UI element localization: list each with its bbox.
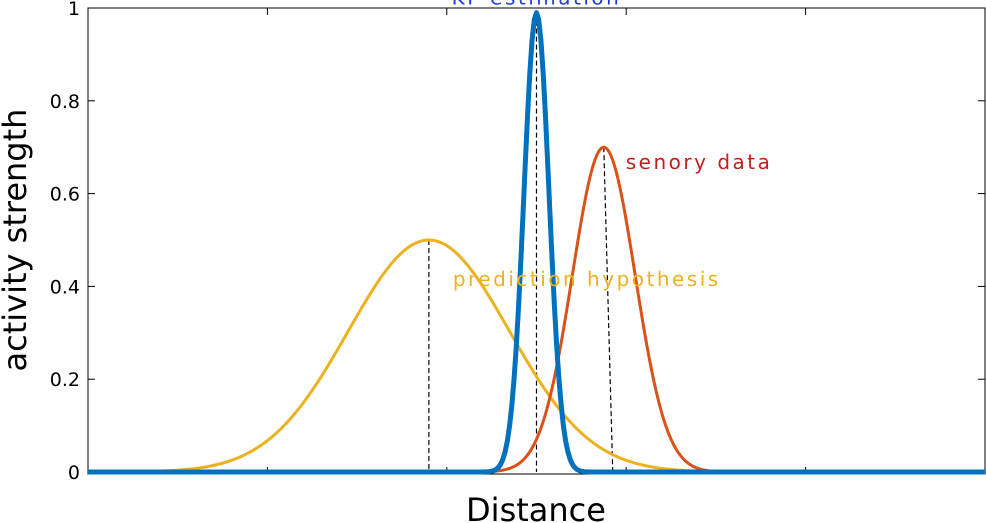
- reference-lines: [428, 12, 614, 473]
- y-axis-title: activity strength: [0, 109, 34, 372]
- annotations: KF estimation senory data prediction hypot…: [452, 0, 773, 291]
- y-tick-label: 0.2: [50, 369, 80, 391]
- y-tick-label: 0.8: [50, 91, 80, 113]
- series-annotation: KF estimation: [452, 0, 622, 10]
- y-tick-label: 0.6: [50, 184, 80, 206]
- y-tick-label: 0: [68, 462, 80, 484]
- dashed-reference-line: [603, 147, 614, 473]
- series-line-3: [87, 10, 986, 475]
- series-annotation: prediction hypothesis: [453, 267, 721, 291]
- series-lines: [87, 10, 986, 475]
- y-axis: 0 0.2 0.4 0.6 0.8 1: [50, 0, 985, 484]
- series-annotation: senory data: [626, 150, 773, 174]
- x-axis-title: Distance: [466, 491, 606, 523]
- y-tick-label: 1: [68, 0, 80, 20]
- y-tick-label: 0.4: [50, 276, 80, 298]
